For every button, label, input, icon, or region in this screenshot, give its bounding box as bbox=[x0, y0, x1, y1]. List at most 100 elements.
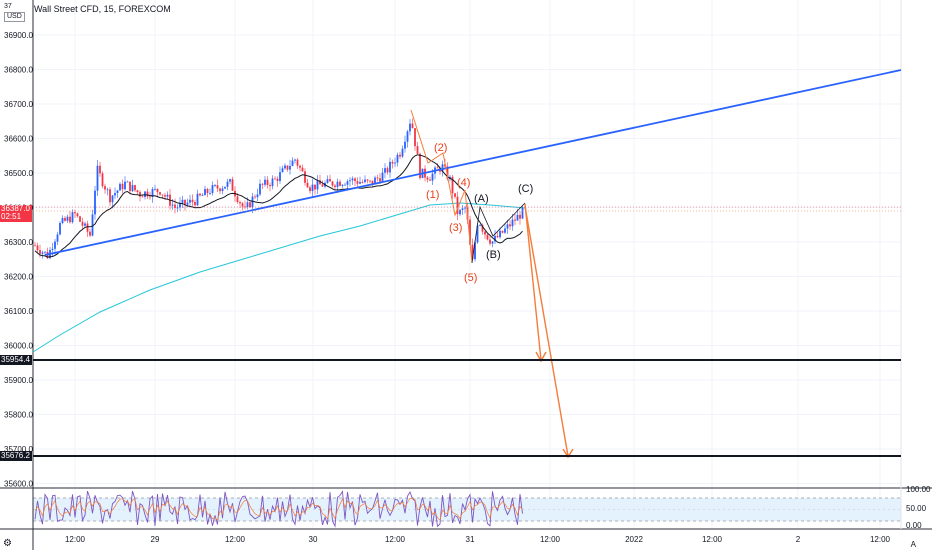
time-tick-label: 12:00 bbox=[870, 535, 891, 544]
candle-body bbox=[399, 154, 401, 157]
candle-body bbox=[436, 167, 439, 169]
candle-body bbox=[474, 242, 476, 260]
candle-body bbox=[479, 225, 481, 226]
main-pane[interactable] bbox=[33, 0, 901, 488]
candle-body bbox=[371, 180, 374, 184]
candle-body bbox=[289, 165, 291, 170]
candle-body bbox=[406, 131, 409, 142]
candle-body bbox=[151, 189, 154, 198]
wave-label-1: (1) bbox=[426, 189, 439, 201]
candle-body bbox=[314, 184, 316, 190]
symbol-title[interactable]: Wall Street CFD, 15, FOREXCOM bbox=[34, 4, 171, 14]
candle-body bbox=[346, 181, 349, 185]
grid bbox=[33, 0, 901, 529]
candle-body bbox=[269, 185, 271, 187]
candle-body bbox=[231, 179, 234, 191]
candle-body bbox=[469, 219, 471, 245]
candle-body bbox=[114, 193, 116, 196]
candle-body bbox=[186, 202, 189, 205]
time-tick-label: 12:00 bbox=[385, 535, 406, 544]
auto-scale-button[interactable]: A bbox=[910, 540, 916, 549]
wave-label-3: (3) bbox=[449, 222, 462, 234]
candle-body bbox=[329, 179, 331, 182]
time-axis[interactable]: 12:00 29 12:00 30 12:00 31 12:00 2022 12:00 2 12:0… bbox=[65, 535, 891, 544]
candle-body bbox=[199, 193, 201, 196]
candle-body bbox=[364, 179, 366, 183]
time-tick-label: 12:00 bbox=[702, 535, 723, 544]
candle-body bbox=[229, 179, 231, 182]
candle-body bbox=[404, 141, 406, 149]
candle-body bbox=[486, 234, 489, 240]
candle-body bbox=[431, 173, 434, 181]
candle-body bbox=[69, 216, 71, 223]
candle-body bbox=[146, 191, 149, 197]
candle-body bbox=[81, 221, 84, 226]
candle-body bbox=[166, 194, 169, 197]
candle-body bbox=[44, 251, 46, 253]
candle-body bbox=[274, 178, 276, 180]
candle-body bbox=[126, 181, 129, 183]
wave-label-c: (C) bbox=[518, 183, 533, 195]
rsi-tick-label: 0.00 bbox=[906, 521, 922, 530]
ascending-trendline[interactable] bbox=[44, 69, 902, 256]
candle-body bbox=[476, 225, 479, 243]
candle-body bbox=[201, 195, 204, 196]
projection-arrow-2[interactable] bbox=[524, 205, 569, 457]
candle-body bbox=[156, 188, 159, 193]
corrective-wave-path[interactable] bbox=[471, 202, 526, 264]
candle-body bbox=[261, 183, 264, 185]
candle-body bbox=[426, 177, 429, 180]
candle-body bbox=[279, 172, 281, 182]
candle-body bbox=[184, 199, 186, 205]
candle-body bbox=[521, 207, 524, 219]
candle-body bbox=[194, 202, 196, 206]
candle-body bbox=[76, 213, 79, 217]
candle-body bbox=[441, 164, 444, 172]
wave-label-2: (2) bbox=[434, 142, 447, 154]
price-tick-label: 36800.0 bbox=[4, 66, 33, 75]
price-tick-label: 36600.0 bbox=[4, 135, 33, 144]
candle-body bbox=[246, 202, 249, 207]
candle-body bbox=[519, 214, 521, 219]
candle-body bbox=[366, 179, 369, 181]
candle-body bbox=[266, 179, 269, 186]
candle-body bbox=[206, 188, 209, 194]
currency-unit[interactable]: 37 USD bbox=[4, 3, 25, 22]
candle-body bbox=[339, 181, 341, 186]
candle-body bbox=[454, 193, 456, 197]
candle-body bbox=[414, 128, 416, 147]
candle-body bbox=[401, 148, 404, 157]
candle-body bbox=[134, 185, 136, 191]
price-axis[interactable]: 36900.036800.036700.036600.036500.036400… bbox=[4, 31, 33, 489]
candle-body bbox=[416, 146, 419, 154]
candle-body bbox=[499, 230, 501, 238]
impulse-wave-path[interactable] bbox=[410, 109, 473, 264]
candle-body bbox=[374, 177, 376, 184]
gear-icon[interactable]: ⚙ bbox=[3, 538, 12, 549]
price-tick-label: 36300.0 bbox=[4, 238, 33, 247]
candle-body bbox=[409, 123, 411, 132]
candle-body bbox=[381, 172, 384, 182]
candle-body bbox=[489, 239, 491, 244]
slow-moving-average-line[interactable] bbox=[32, 202, 526, 353]
price-tick-label: 35800.0 bbox=[4, 411, 33, 420]
candle-body bbox=[344, 184, 346, 186]
candle-body bbox=[309, 187, 311, 192]
candle-body bbox=[506, 224, 509, 229]
price-tick-label: 36900.0 bbox=[4, 31, 33, 40]
candle-body bbox=[311, 184, 314, 192]
candle-body bbox=[244, 206, 246, 208]
candle-body bbox=[284, 165, 286, 169]
time-tick-label: 2 bbox=[796, 535, 801, 544]
candle-body bbox=[214, 185, 216, 186]
candle-body bbox=[304, 171, 306, 183]
candle-body bbox=[219, 188, 221, 192]
candle-body bbox=[51, 248, 54, 250]
candle-body bbox=[89, 231, 91, 236]
candle-body bbox=[224, 186, 226, 189]
candle-body bbox=[456, 196, 459, 215]
candle-body bbox=[306, 182, 309, 188]
projection-arrow-1[interactable] bbox=[524, 203, 542, 361]
candle-body bbox=[179, 202, 181, 208]
